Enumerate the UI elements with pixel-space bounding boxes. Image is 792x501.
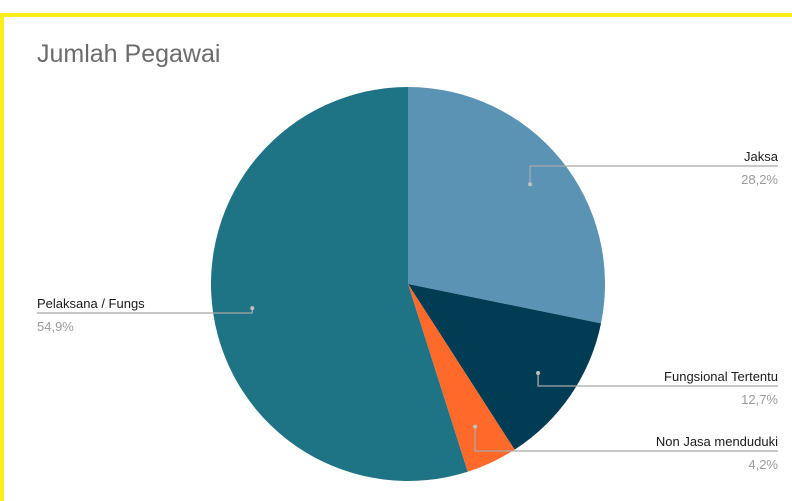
leader-dot — [473, 424, 478, 429]
slice-percent-label: 12,7% — [741, 392, 778, 407]
slice-percent-label: 54,9% — [37, 319, 74, 334]
pie-slice-pelaksana-fungs — [210, 87, 468, 482]
chart-title: Jumlah Pegawai — [37, 40, 221, 68]
slice-label: Fungsional Tertentu — [664, 369, 778, 384]
leader-line — [537, 372, 778, 387]
leader-dot — [536, 370, 541, 375]
leader-dot — [250, 306, 255, 311]
pie-slices — [210, 87, 605, 482]
pie-slice-non-jasa-menduduki — [408, 284, 515, 472]
pie-slice-jaksa — [408, 87, 605, 324]
slice-label: Pelaksana / Fungs — [37, 296, 145, 311]
pie-labels: Jaksa 28,2% Fungsional Tertentu 12,7% Non Ja… — [37, 149, 779, 472]
slice-percent-label: 28,2% — [741, 172, 778, 187]
leader-line — [474, 426, 778, 452]
leader-line — [529, 165, 778, 185]
frame-border-top — [0, 13, 792, 17]
slice-label: Non Jasa menduduki — [656, 434, 778, 449]
pie-slice-fungsional-tertentu — [408, 284, 602, 450]
slice-percent-label: 4,2% — [748, 457, 778, 472]
leader-dot — [528, 182, 533, 187]
slice-label: Jaksa — [744, 149, 779, 164]
frame-border-left — [0, 13, 4, 501]
